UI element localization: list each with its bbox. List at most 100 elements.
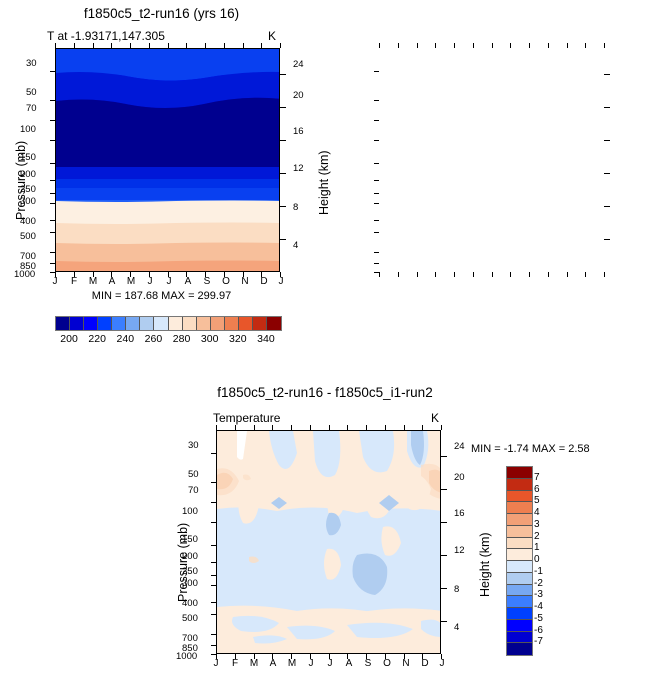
month-apr: A [108, 276, 116, 287]
month3-dec: D [421, 658, 429, 669]
colorbar-segment [507, 490, 532, 503]
panel-run16-pressure-axis-label: Pressure (mb) [14, 140, 28, 220]
panel-diff-units: K [431, 411, 440, 425]
axis-tick [374, 192, 379, 194]
panel-run16-minmax: MIN = 187.68 MAX = 299.97 [91, 290, 232, 302]
axis-tick [529, 272, 530, 277]
colorbar-segment [70, 317, 85, 330]
axis-tick [441, 654, 442, 659]
axis-tick [397, 272, 399, 277]
colorbar-segment [168, 317, 183, 330]
axis-tick [280, 140, 286, 142]
p-tick-50: 50 [26, 87, 37, 98]
month-jun: J [147, 276, 153, 287]
month3-sep: S [364, 658, 372, 669]
axis-tick [366, 425, 367, 430]
p-tick-700: 700 [20, 251, 36, 262]
colorbar-tick-label: 5 [534, 495, 540, 507]
month-dec: D [260, 276, 268, 287]
axis-tick [242, 43, 244, 48]
axis-tick [347, 425, 349, 430]
axis-tick [92, 272, 94, 277]
axis-tick [422, 425, 424, 430]
p-tick-200: 200 [20, 169, 36, 180]
axis-tick [604, 206, 610, 208]
month-nov: N [241, 276, 249, 287]
p-tick-500: 500 [20, 231, 36, 242]
axis-tick [604, 272, 605, 277]
colorbar-segment [154, 317, 169, 330]
colorbar-tick-label: -2 [534, 577, 543, 589]
colorbar-segment [210, 317, 225, 330]
axis-tick [280, 74, 286, 76]
colorbar-segment [507, 572, 532, 585]
month3-jul: J [327, 658, 333, 669]
p3-tick-500: 500 [182, 613, 198, 624]
axis-tick [280, 107, 286, 109]
axis-tick [328, 654, 330, 659]
axis-tick [111, 43, 113, 48]
h3-tick-12: 12 [454, 545, 465, 556]
month3-may: M [287, 658, 297, 669]
p-tick-100: 100 [20, 124, 36, 135]
axis-tick [130, 272, 131, 277]
panel-run16-contour-bands [56, 49, 279, 271]
colorbar-tick-label: 7 [534, 471, 540, 483]
axis-tick [186, 272, 188, 277]
axis-tick [280, 239, 286, 241]
axis-tick [604, 43, 605, 48]
colorbar-segment [507, 478, 532, 491]
axis-tick [242, 272, 244, 277]
colorbar-tick-label: 4 [534, 507, 540, 518]
axis-tick [585, 43, 587, 48]
colorbar-tick-label: 240 [116, 333, 135, 345]
p3-tick-70: 70 [188, 485, 199, 496]
axis-tick [272, 654, 274, 659]
colorbar-segment [507, 631, 532, 644]
axis-tick [604, 107, 610, 109]
axis-tick [50, 100, 55, 102]
axis-tick [472, 43, 474, 48]
colorbar-tick-label: 2 [534, 530, 540, 542]
colorbar-segment [224, 317, 239, 330]
axis-tick [272, 425, 274, 430]
axis-tick [441, 522, 447, 524]
colorbar-tick-label: -1 [534, 565, 543, 577]
axis-tick [403, 425, 405, 430]
p-tick-70: 70 [26, 103, 37, 114]
month-oct: O [222, 276, 230, 287]
colorbar-segment [507, 596, 532, 608]
month-feb: F [70, 276, 78, 287]
axis-tick [211, 601, 216, 603]
p-tick-1000: 1000 [14, 269, 36, 280]
month-jan: J [52, 276, 58, 287]
axis-tick [374, 251, 379, 253]
axis-tick [374, 163, 379, 165]
axis-tick [403, 654, 405, 659]
axis-tick [441, 456, 447, 458]
axis-tick [50, 71, 55, 73]
h3-tick-8: 8 [454, 584, 460, 595]
axis-tick [280, 173, 286, 175]
colorbar-tick-label: 1 [534, 542, 540, 554]
p3-tick-400: 400 [182, 598, 198, 609]
axis-tick [328, 425, 330, 430]
month-sep: S [203, 276, 211, 287]
axis-tick [55, 43, 56, 48]
axis-tick [261, 272, 263, 277]
colorbar-segment [507, 619, 532, 632]
p-tick-400: 400 [20, 216, 36, 227]
axis-tick [211, 633, 216, 635]
colorbar-tick-label: 300 [200, 333, 219, 345]
h-tick-20: 20 [293, 90, 304, 101]
h-tick-12: 12 [293, 163, 304, 174]
p3-tick-250: 250 [182, 566, 198, 577]
colorbar-segment [126, 317, 141, 330]
p3-tick-100: 100 [182, 506, 198, 517]
axis-tick [374, 179, 379, 181]
axis-tick [441, 489, 447, 491]
month-may: M [126, 276, 136, 287]
axis-tick [604, 239, 610, 241]
h3-tick-16: 16 [454, 508, 465, 519]
colorbar-tick-label: 220 [88, 333, 106, 345]
